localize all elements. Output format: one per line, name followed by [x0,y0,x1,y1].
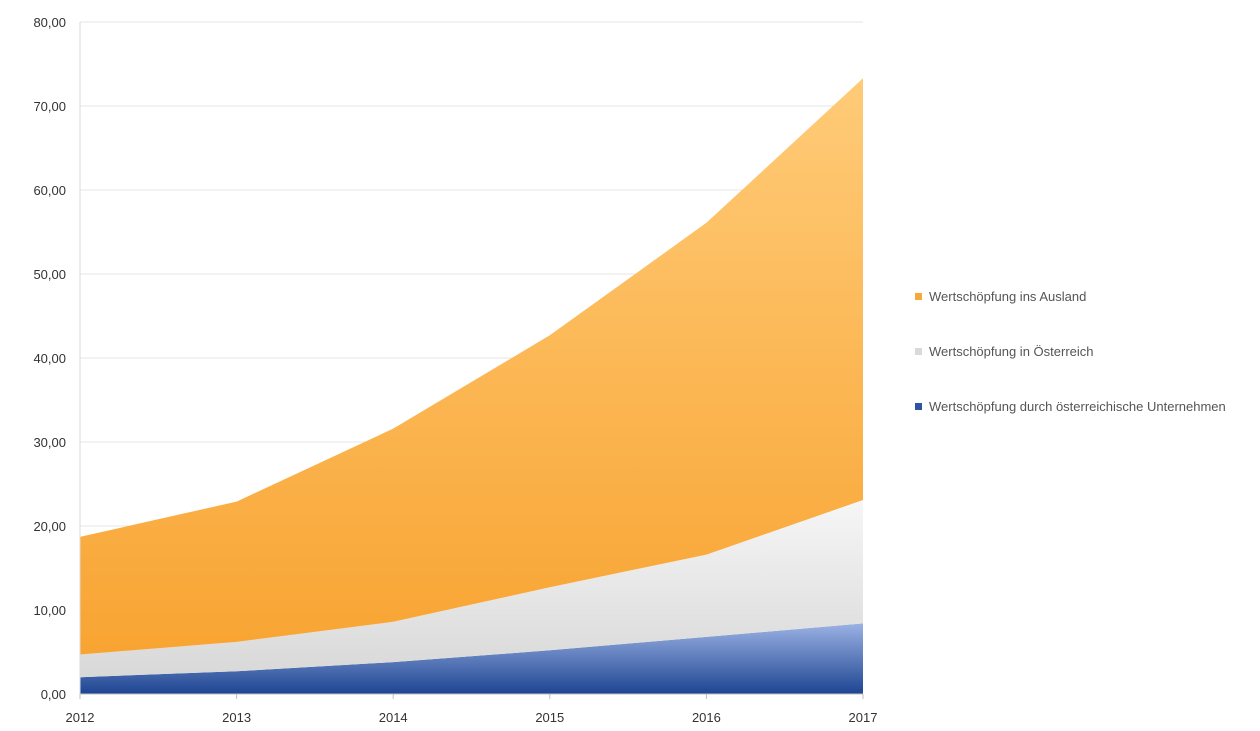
area-unternehmen [80,623,863,694]
legend-item-oesterreich: Wertschöpfung in Österreich [912,343,1257,360]
legend-swatch-oesterreich [915,348,922,355]
area-series [80,78,863,694]
y-tick-label: 50,00 [33,267,66,282]
y-tick-label: 80,00 [33,15,66,30]
legend-item-ausland: Wertschöpfung ins Ausland [912,288,1257,305]
legend-swatch-unternehmen [915,403,922,410]
x-tick-label: 2016 [692,710,721,725]
x-tick-label: 2015 [535,710,564,725]
area-oesterreich [80,500,863,678]
y-tick-label: 0,00 [41,687,66,702]
area-ausland [80,78,863,655]
axes [79,22,863,695]
x-axis-ticks: 2012 2013 2014 2015 2016 2017 [66,694,878,725]
x-tick-label: 2012 [66,710,95,725]
y-axis-ticks: 0,00 10,00 20,00 30,00 40,00 50,00 60,00 70,00 8… [33,15,66,702]
legend: Wertschöpfung ins Ausland Wertschöpfung … [912,288,1257,415]
x-tick-label: 2014 [379,710,408,725]
y-tick-label: 60,00 [33,183,66,198]
x-tick-label: 2013 [222,710,251,725]
legend-label-ausland: Wertschöpfung ins Ausland [929,289,1087,304]
legend-label-oesterreich: Wertschöpfung in Österreich [929,344,1094,359]
y-tick-label: 40,00 [33,351,66,366]
legend-item-unternehmen: Wertschöpfung durch österreichische Unte… [912,398,1257,415]
legend-swatch-ausland [915,293,922,300]
y-tick-label: 20,00 [33,519,66,534]
y-tick-label: 30,00 [33,435,66,450]
y-tick-label: 70,00 [33,99,66,114]
legend-label-unternehmen: Wertschöpfung durch österreichische Unte… [929,399,1226,414]
y-tick-label: 10,00 [33,603,66,618]
x-tick-label: 2017 [849,710,878,725]
